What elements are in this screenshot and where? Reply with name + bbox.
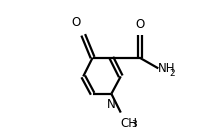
Text: 2: 2	[170, 68, 175, 78]
Text: O: O	[71, 16, 81, 29]
Text: O: O	[135, 18, 144, 31]
Text: N: N	[107, 98, 116, 111]
Text: NH: NH	[158, 62, 176, 75]
Text: 3: 3	[131, 120, 136, 129]
Text: CH: CH	[121, 117, 138, 130]
